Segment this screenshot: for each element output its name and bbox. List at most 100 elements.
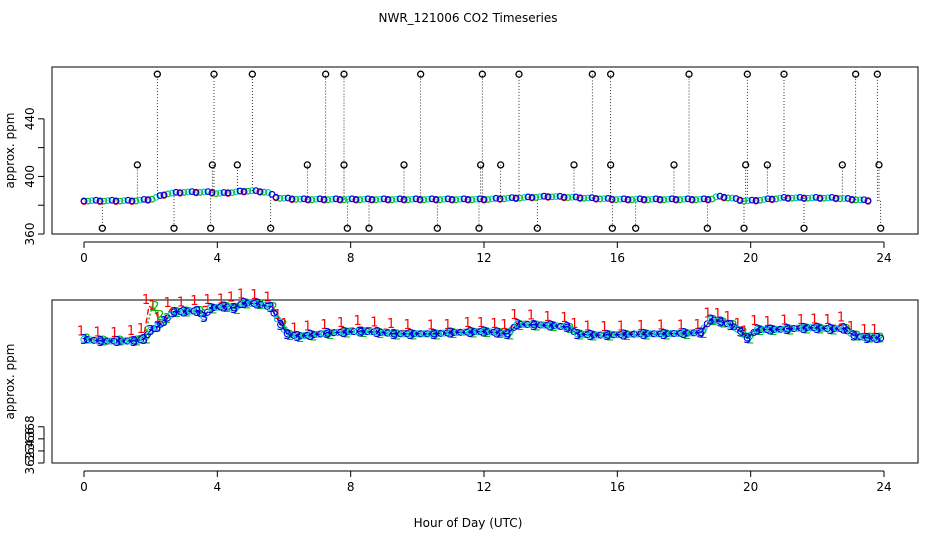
baseline-point (640, 196, 648, 203)
series-3-marker: 3 (307, 329, 315, 344)
series-3-circle (497, 329, 505, 337)
baseline-point (824, 194, 832, 202)
series-3-marker: 3 (447, 327, 455, 342)
baseline-point (132, 197, 140, 205)
spike-point (340, 70, 348, 78)
y-axis-label: approx. ppm (3, 344, 17, 420)
series-3-circle (517, 320, 525, 328)
series-3-circle (353, 327, 361, 336)
series-2-marker: 2 (151, 300, 159, 315)
series-3-marker: 3 (563, 321, 571, 336)
series-1-marker: 1 (142, 293, 150, 308)
spike-point (365, 224, 373, 232)
series-1-marker: 1 (560, 311, 568, 326)
series-3-circle (583, 331, 591, 339)
series-3-circle (673, 329, 681, 338)
baseline-point (752, 197, 760, 204)
series-2-marker: 2 (623, 329, 631, 344)
series-3-circle (603, 331, 611, 339)
x-tick-label: 24 (876, 251, 891, 265)
series-2-marker: 2 (326, 328, 334, 343)
baseline-point (420, 196, 428, 204)
baseline-point (96, 197, 104, 205)
spike-point (852, 70, 860, 78)
x-tick-label: 12 (476, 251, 491, 265)
series-3-marker: 3 (180, 305, 188, 320)
baseline-point (284, 194, 292, 202)
series-2-marker: 2 (233, 303, 241, 318)
series-2-marker: 2 (590, 330, 598, 345)
series-2-marker: 2 (576, 328, 584, 343)
baseline-point (816, 194, 824, 202)
series-1-marker: 1 (810, 312, 818, 327)
series-3-circle (190, 307, 198, 315)
series-3-circle (340, 328, 348, 336)
series-3-circle (810, 324, 818, 332)
series-3-circle (820, 324, 828, 332)
series-3-circle (380, 329, 388, 337)
series-3-circle (557, 322, 565, 330)
baseline-point (612, 196, 620, 204)
series-3-circle (870, 334, 878, 342)
baseline-point (720, 193, 728, 201)
series-3-circle (717, 318, 725, 326)
spike-point (685, 70, 693, 78)
series-2-marker: 2 (256, 298, 264, 313)
baseline-point (212, 190, 220, 198)
series-3-marker: 3 (220, 301, 228, 316)
series-3-circle (697, 329, 705, 337)
series-3-circle (807, 324, 815, 332)
series-3-marker: 3 (737, 325, 745, 340)
series-3-circle (130, 337, 138, 345)
series-3-marker: 3 (80, 333, 88, 348)
spike-point (477, 161, 485, 169)
spike-point (742, 161, 750, 169)
series-3-circle (217, 303, 225, 311)
baseline-point (536, 193, 544, 201)
series-3-circle (123, 337, 131, 345)
series-1-marker: 1 (694, 318, 702, 333)
baseline-point (392, 195, 400, 203)
series-3-marker: 3 (840, 322, 848, 337)
baseline-point (564, 194, 572, 201)
baseline-point (408, 195, 416, 203)
x-tick-label: 4 (214, 480, 222, 494)
baseline-point (232, 188, 240, 196)
series-3-circle (427, 330, 435, 338)
baseline-point (516, 194, 524, 202)
baseline-point (768, 195, 776, 203)
series-3-circle (640, 330, 648, 338)
series-3-circle (110, 337, 118, 345)
baseline-point (528, 193, 536, 201)
series-1-marker: 1 (137, 322, 145, 337)
baseline-point (560, 193, 568, 201)
baseline-point (500, 195, 508, 203)
baseline-point (744, 197, 752, 205)
baseline-point (700, 195, 708, 203)
series-3-circle (120, 337, 128, 345)
series-3-circle (683, 329, 691, 337)
baseline-point (796, 193, 804, 201)
spike-point (267, 224, 275, 232)
baseline-point (300, 195, 308, 203)
series-3-circle (117, 337, 125, 345)
series-3-circle (280, 325, 288, 333)
baseline-point (496, 195, 504, 203)
spike-point (478, 70, 486, 78)
series-3-marker: 3 (587, 329, 595, 344)
baseline-point (468, 196, 476, 204)
series-3-circle (823, 325, 831, 333)
baseline-point (632, 195, 640, 203)
series-3-circle (543, 321, 551, 329)
baseline-point (792, 194, 800, 202)
baseline-point (360, 195, 368, 203)
series-3-circle (113, 337, 121, 345)
series-1-marker: 1 (204, 293, 212, 308)
baseline-point (424, 195, 432, 203)
series-3-circle (593, 331, 601, 339)
series-3-marker: 3 (467, 326, 475, 341)
y-tick-label: 362 (23, 452, 37, 475)
series-3-circle (553, 322, 561, 330)
baseline-point (136, 196, 144, 204)
series-2-marker: 2 (710, 314, 718, 329)
